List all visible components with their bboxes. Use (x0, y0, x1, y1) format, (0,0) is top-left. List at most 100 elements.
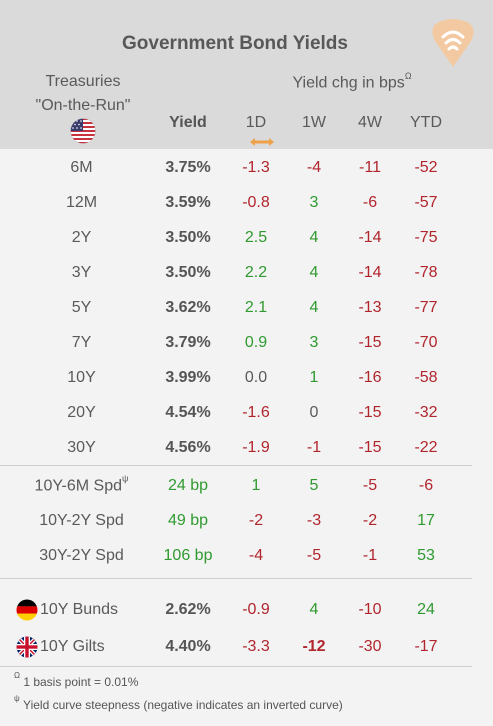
yield-value: 3.50% (165, 263, 211, 281)
table-row: 7Y 3.79% 0.9 3 -15 -70 (0, 325, 493, 360)
yield-value: 3.62% (165, 298, 211, 316)
row-label-text: 3Y (71, 263, 92, 281)
row-label-text: 2Y (71, 228, 92, 246)
row-label: 10Y Gilts (40, 638, 140, 656)
change-1d: -4 (248, 546, 264, 564)
col-header-1d[interactable]: 1D (245, 114, 267, 131)
row-label: 12M (0, 194, 163, 212)
change-1d: 2.5 (244, 228, 268, 246)
row-label: 30Y (0, 439, 163, 457)
col-header-4w[interactable]: 4W (358, 114, 382, 131)
col-header-yield: Yield (169, 114, 207, 131)
row-label-text: 20Y (67, 403, 96, 421)
yield-change-heading: Yield chg in bpsΩ (244, 71, 460, 92)
table-row: 6M 3.75% -1.3 -4 -11 -52 (0, 150, 493, 185)
footnote-text: Yield curve steepness (negative indicate… (19, 698, 343, 712)
yield-value: 4.56% (165, 438, 211, 456)
table-row: 3Y 3.50% 2.2 4 -14 -78 (0, 255, 493, 290)
row-label-text: 6M (70, 158, 93, 176)
row-label: 6M (0, 159, 163, 177)
yield-value: 3.59% (165, 193, 211, 211)
table-row: 10Y 3.99% 0.0 1 -16 -58 (0, 360, 493, 395)
change-4w: -2 (362, 511, 378, 529)
change-ytd: -75 (414, 228, 438, 246)
row-label-text: 10Y-6M Spd (34, 477, 123, 495)
table-row: 2Y 3.50% 2.5 4 -14 -75 (0, 220, 493, 255)
page-title: Government Bond Yields (122, 33, 348, 54)
change-ytd: -17 (414, 637, 438, 655)
change-ytd: -58 (414, 368, 438, 386)
change-ytd: -57 (414, 193, 438, 211)
change-ytd: -32 (414, 403, 438, 421)
change-1w: -12 (302, 637, 326, 655)
sort-arrow-icon[interactable] (249, 137, 275, 147)
change-1d: -0.8 (242, 193, 270, 211)
logo-icon (432, 19, 474, 67)
change-4w: -16 (358, 368, 382, 386)
change-4w: -15 (358, 333, 382, 351)
change-1d: -1.6 (242, 403, 270, 421)
row-label-text: 5Y (71, 298, 92, 316)
yield-value: 3.99% (165, 368, 211, 386)
section-divider (0, 465, 472, 466)
row-label-text: 12M (65, 193, 98, 211)
footnote-symbol: Ω (14, 671, 20, 680)
change-1w: 4 (309, 263, 319, 281)
change-1d: 0.0 (244, 368, 268, 386)
change-1w: -3 (306, 511, 322, 529)
section-divider (0, 578, 472, 579)
uk-flag-icon (16, 636, 38, 657)
row-label: 5Y (0, 299, 163, 317)
yield-value: 3.75% (165, 158, 211, 176)
change-1d: -0.9 (242, 600, 270, 618)
change-4w: -6 (362, 193, 378, 211)
change-ytd: 17 (417, 511, 435, 529)
change-1d: 2.2 (244, 263, 268, 281)
yield-value: 3.50% (165, 228, 211, 246)
section-divider (0, 666, 472, 667)
change-1w: 4 (309, 298, 319, 316)
row-label-text: 10Y Gilts (40, 637, 105, 655)
change-ytd: -77 (414, 298, 438, 316)
change-1w: -5 (306, 546, 322, 564)
change-4w: -10 (358, 600, 382, 618)
change-1d: -1.9 (242, 438, 270, 456)
change-4w: -14 (358, 228, 382, 246)
row-label-text: 10Y (67, 368, 96, 386)
footnote-basis-point: Ω 1 basis point = 0.01% (14, 671, 138, 689)
row-label: 10Y Bunds (40, 601, 140, 619)
change-ytd: 24 (417, 600, 435, 618)
row-label-text: 30Y (67, 438, 96, 456)
treasuries-line2: "On-the-Run" (35, 97, 131, 114)
footnote-steepness: ψ Yield curve steepness (negative indica… (14, 694, 343, 712)
change-1w: 0 (309, 403, 319, 421)
yield-value: 49 bp (167, 511, 209, 529)
change-4w: -5 (362, 476, 378, 494)
row-label-text: 10Y-2Y Spd (39, 511, 124, 529)
row-label: 30Y-2Y Spd (0, 547, 163, 565)
change-4w: -13 (358, 298, 382, 316)
germany-flag-icon (16, 599, 38, 620)
table-row: 20Y 4.54% -1.6 0 -15 -32 (0, 395, 493, 430)
yield-value: 2.62% (165, 600, 211, 618)
col-header-1w[interactable]: 1W (302, 114, 326, 131)
change-ytd: -78 (414, 263, 438, 281)
change-1w: -4 (306, 158, 322, 176)
change-4w: -15 (358, 403, 382, 421)
change-1d: -3.3 (242, 637, 270, 655)
table-row: 10Y Gilts 4.40% -3.3 -12 -30 -17 (0, 629, 493, 664)
change-ytd: -52 (414, 158, 438, 176)
change-1d: 1 (251, 476, 261, 494)
change-4w: -15 (358, 438, 382, 456)
change-4w: -1 (362, 546, 378, 564)
table-header: Government Bond Yields Treasuries "On-th… (0, 0, 493, 149)
table-row: 10Y-2Y Spd 49 bp -2 -3 -2 17 (0, 503, 493, 538)
row-label-text: 7Y (71, 333, 92, 351)
table-row: 30Y-2Y Spd 106 bp -4 -5 -1 53 (0, 538, 493, 573)
yield-value: 4.54% (165, 403, 211, 421)
col-header-ytd[interactable]: YTD (410, 114, 442, 131)
yield-change-label: Yield chg in bps (292, 74, 405, 92)
yield-value: 24 bp (167, 476, 209, 494)
change-4w: -30 (358, 637, 382, 655)
